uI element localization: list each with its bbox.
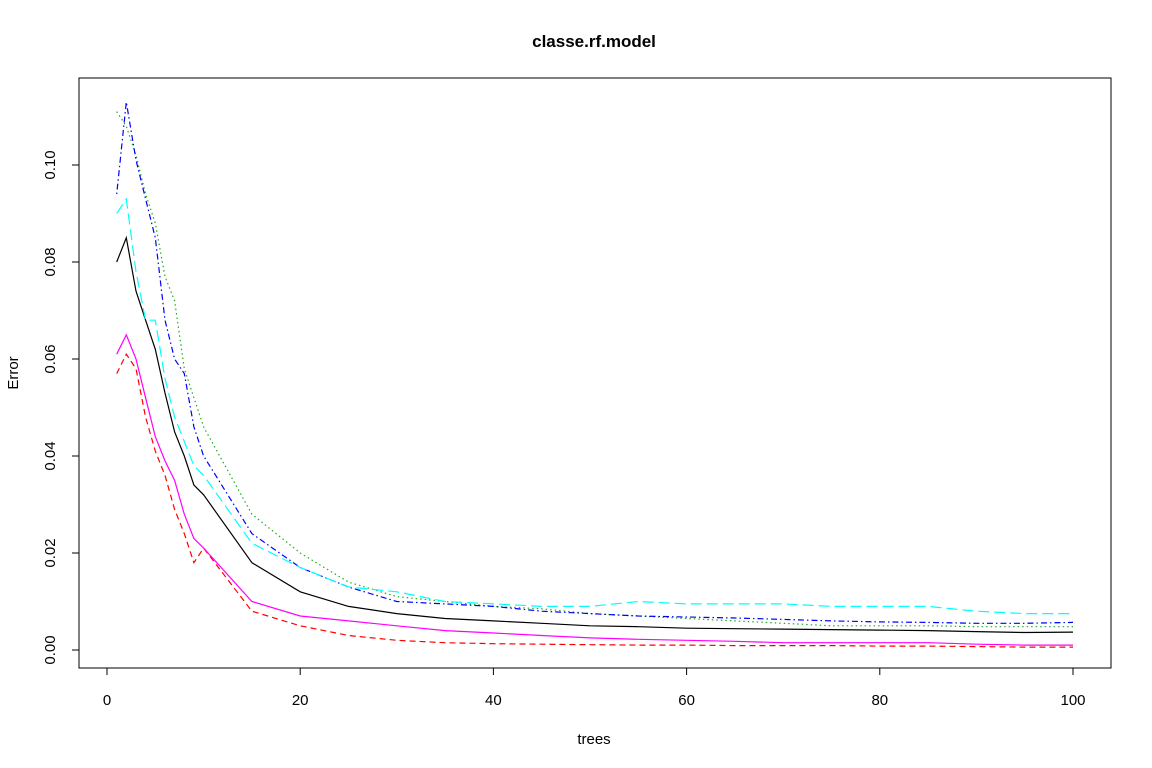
series-line-6 [116,333,1073,646]
y-tick-label: 0.02 [42,538,59,567]
series-line-1 [116,235,1074,634]
x-tick-label: 100 [1060,692,1085,709]
y-tick-label: 0.04 [42,441,59,470]
chart-title: classe.rf.model [532,32,656,51]
y-tick-label: 0.06 [42,344,59,373]
series-line-3 [116,111,1073,628]
x-tick-label: 60 [678,692,695,709]
x-tick-label: 20 [292,692,309,709]
y-tick-label: 0.10 [42,150,59,179]
y-tick-label: 0.00 [42,635,59,664]
x-tick-label: 40 [485,692,502,709]
series-line-5 [116,197,1073,615]
x-tick-label: 0 [103,692,111,709]
x-tick-label: 80 [871,692,888,709]
y-axis-label: Error [5,356,22,389]
series-line-4 [116,101,1074,624]
x-axis-label: trees [577,731,610,748]
plot-frame [78,77,1112,669]
series-group [116,101,1074,648]
y-tick-label: 0.08 [42,247,59,276]
y-axis: 0.00 0.02 0.04 0.06 0.08 0.10 [42,150,80,665]
x-axis: 0 20 40 60 80 100 [103,667,1086,709]
series-line-2 [116,353,1073,648]
